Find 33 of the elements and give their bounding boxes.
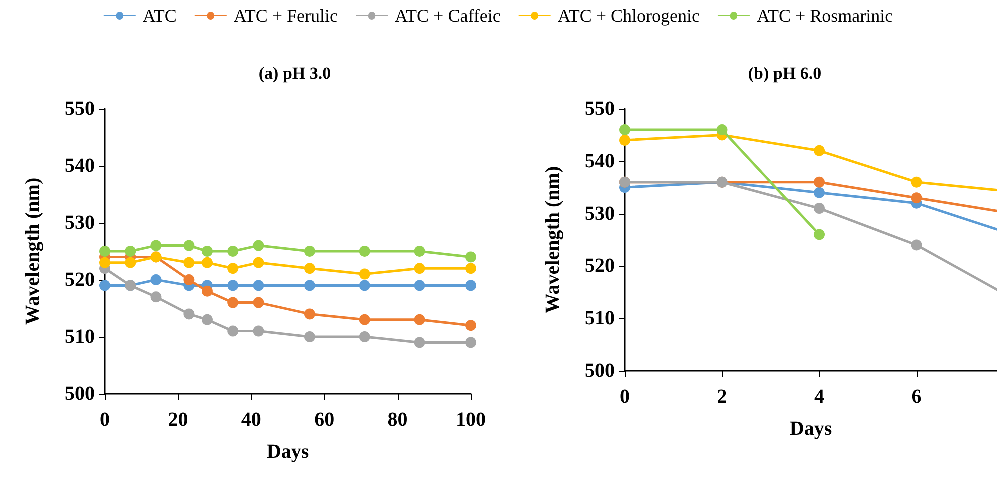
y-tick-label: 550 xyxy=(585,98,615,120)
y-tick-label: 520 xyxy=(585,255,615,278)
y-tick-label: 510 xyxy=(65,326,95,348)
y-tick-label: 530 xyxy=(585,202,615,225)
x-tick-label: 40 xyxy=(241,409,262,431)
x-tick-label: 4 xyxy=(814,386,825,408)
legend-label: ATC xyxy=(142,6,177,26)
y-tick-label: 540 xyxy=(65,155,95,177)
x-tick-label: 100 xyxy=(456,409,486,431)
legend-label: ATC + Chlorogenic xyxy=(558,6,700,26)
x-tick-label: 0 xyxy=(100,409,110,431)
x-axis-title: Days xyxy=(790,418,832,440)
x-axis-title: Days xyxy=(266,441,310,463)
x-tick-label: 80 xyxy=(388,409,408,431)
legend-label: ATC + Ferulic xyxy=(234,6,338,26)
chart-title: (a) pH 3.0 xyxy=(258,64,332,83)
y-tick-label: 520 xyxy=(65,269,95,291)
y-axis-title: Wavelength (nm) xyxy=(22,178,44,326)
y-tick-label: 500 xyxy=(65,383,95,405)
y-axis-title: Wavelength (nm) xyxy=(542,166,564,314)
x-tick-label: 0 xyxy=(620,386,630,408)
x-tick-label: 20 xyxy=(168,409,188,431)
y-tick-label: 510 xyxy=(585,308,615,330)
legend-label: ATC + Rosmarinic xyxy=(756,6,894,26)
y-tick-label: 530 xyxy=(65,212,95,234)
x-tick-label: 2 xyxy=(717,386,728,408)
y-tick-label: 500 xyxy=(585,360,615,382)
x-tick-label: 6 xyxy=(912,386,922,408)
y-tick-label: 540 xyxy=(585,150,615,172)
chart-title: (b) pH 6.0 xyxy=(748,64,822,83)
legend-label: ATC + Caffeic xyxy=(395,6,501,26)
x-tick-label: 60 xyxy=(314,409,335,431)
y-tick-label: 550 xyxy=(65,98,95,120)
